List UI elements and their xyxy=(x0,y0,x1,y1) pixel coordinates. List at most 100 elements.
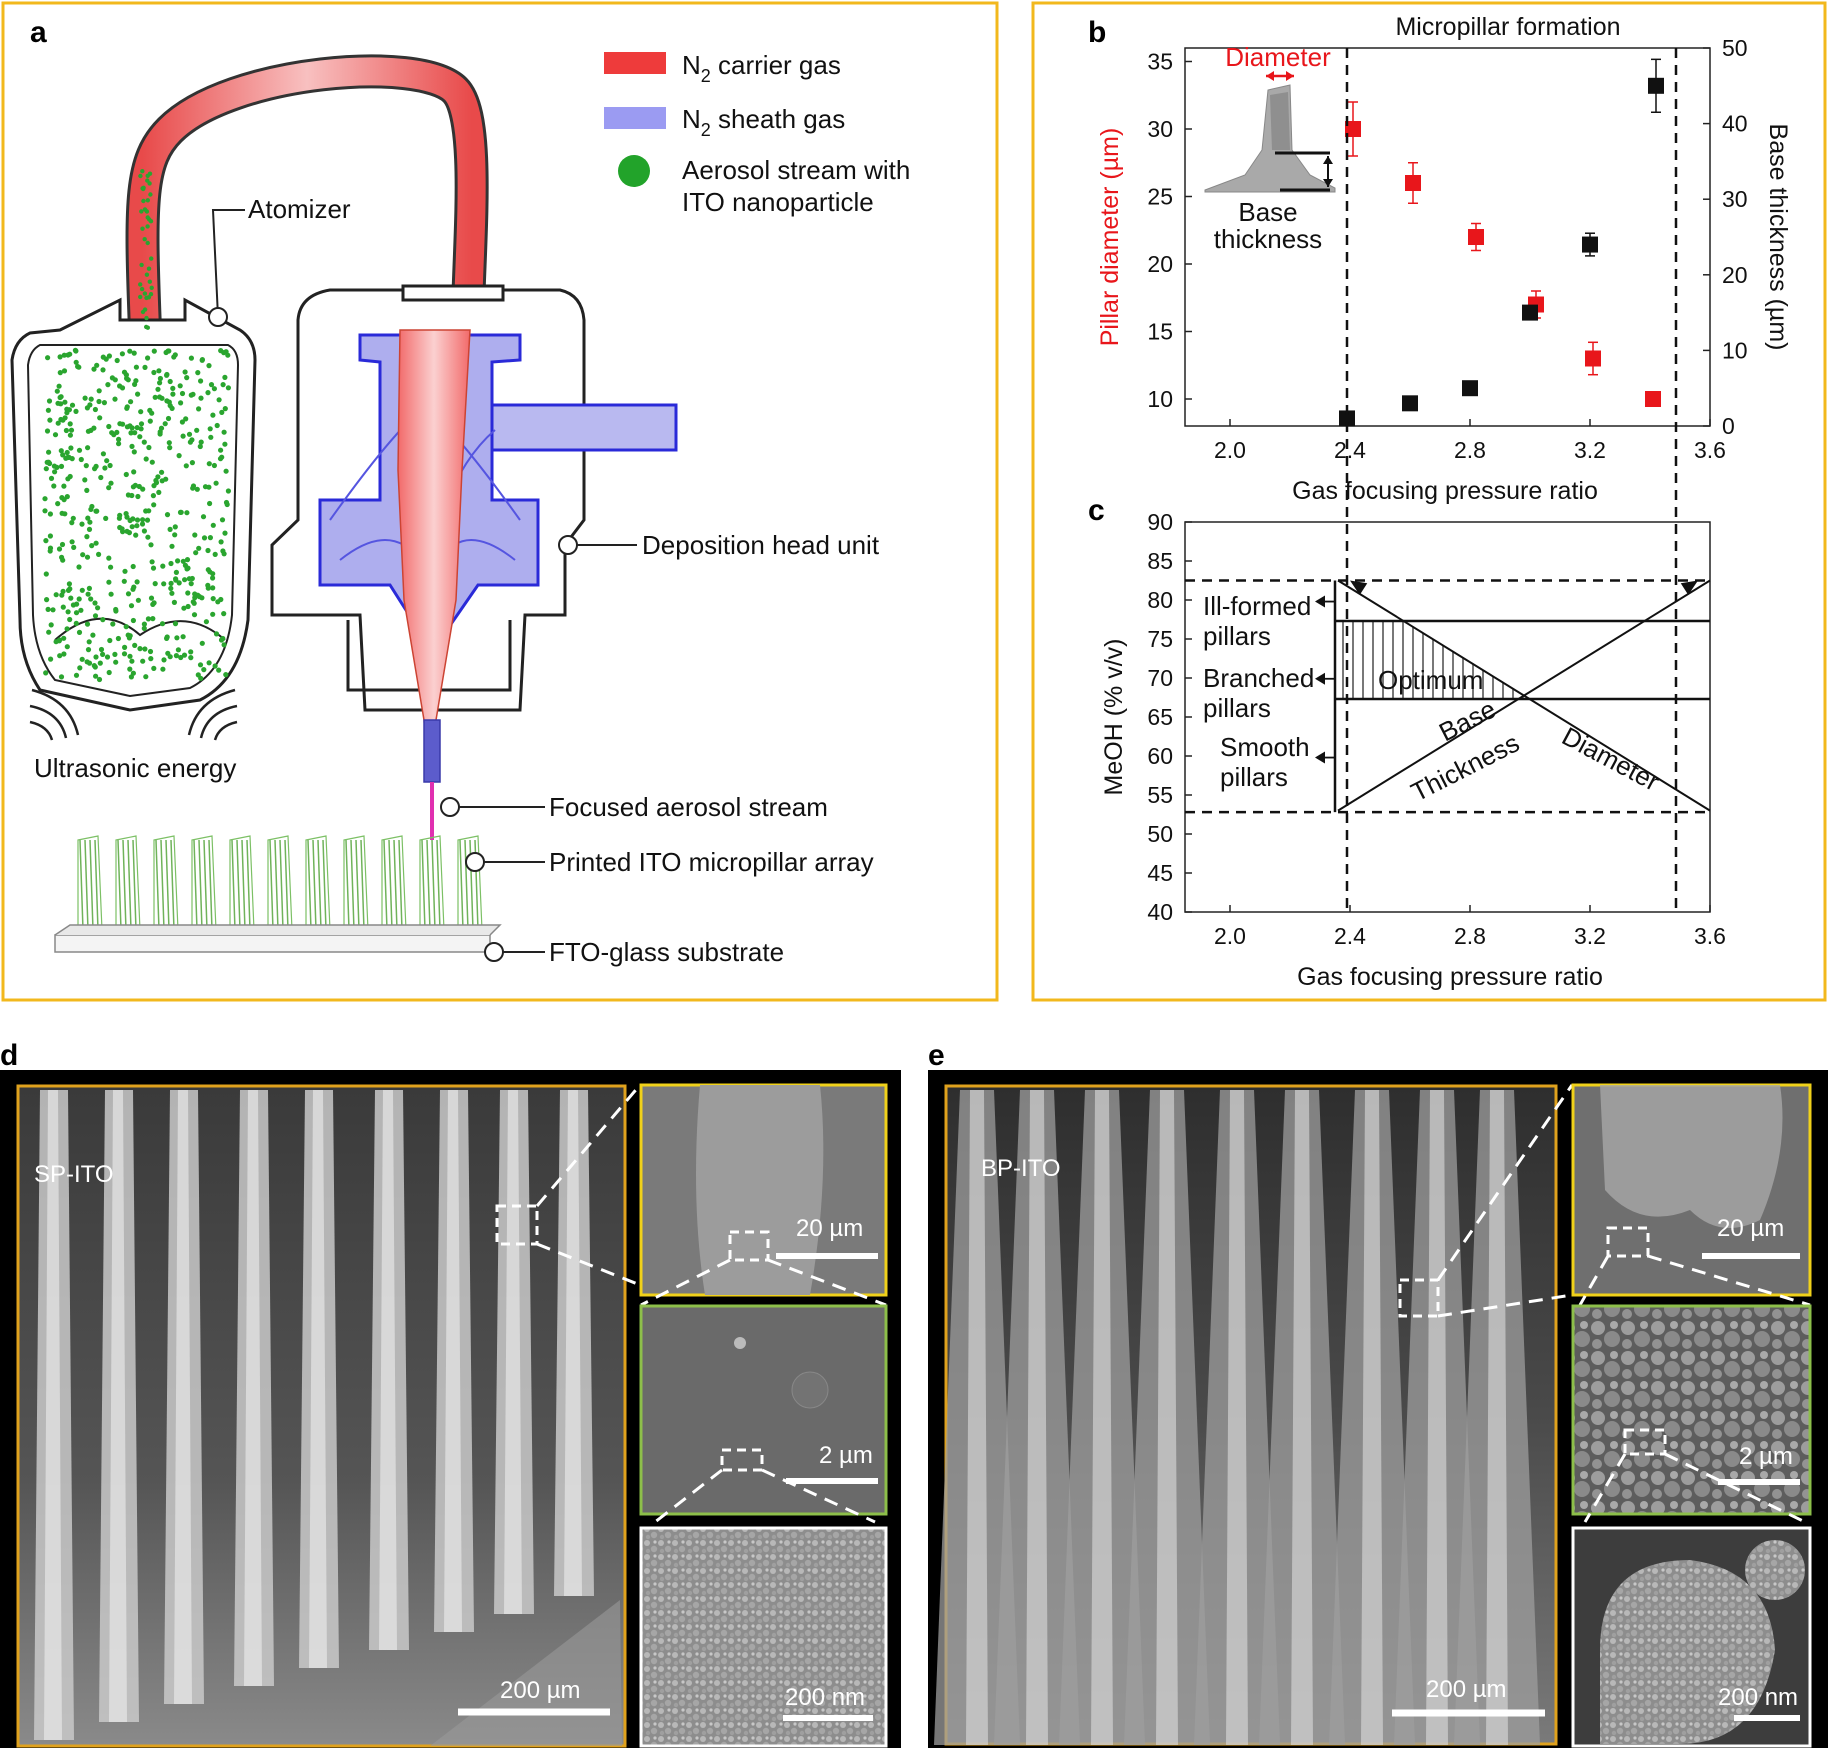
micropillar xyxy=(165,839,170,931)
aerosol-dot xyxy=(216,397,222,403)
c-arrowhead xyxy=(1315,672,1325,685)
aerosol-dot xyxy=(59,495,65,501)
aerosol-dot xyxy=(73,620,79,627)
panel-b-letter: b xyxy=(1088,16,1106,49)
aerosol-dot xyxy=(102,465,108,471)
aerosol-dot xyxy=(46,459,52,465)
aerosol-dot xyxy=(182,577,188,583)
aerosol-dot xyxy=(190,485,196,491)
aerosol-dot xyxy=(145,240,150,246)
aerosol-dot xyxy=(76,596,82,602)
micropillar xyxy=(464,839,469,931)
micropillar xyxy=(160,839,165,931)
aerosol-dot xyxy=(143,456,149,462)
aerosol-dot xyxy=(114,357,120,364)
c-y-tick-label: 75 xyxy=(1147,626,1173,652)
aerosol-dot xyxy=(132,642,138,649)
micropillar xyxy=(117,839,122,931)
aerosol-dot xyxy=(100,367,106,373)
micropillar xyxy=(274,839,279,931)
aerosol-dot xyxy=(191,600,197,606)
aerosol-dot xyxy=(51,483,57,489)
aerosol-dot xyxy=(96,676,103,683)
aerosol-dot xyxy=(70,515,76,521)
aerosol-dot xyxy=(121,578,127,584)
aerosol-dot xyxy=(108,591,114,597)
aerosol-dot xyxy=(79,521,85,527)
aerosol-dot xyxy=(141,198,146,204)
aerosol-dot xyxy=(87,519,93,525)
micropillar xyxy=(284,839,289,931)
aerosol-dot xyxy=(168,560,174,567)
carrier-tube xyxy=(128,57,486,344)
aerosol-dot xyxy=(185,603,191,610)
c-x-tick-label: 3.6 xyxy=(1694,923,1726,949)
aerosol-dot xyxy=(145,198,150,203)
chart-b-y-ticks: 10 15 20 25 30 35 xyxy=(1147,49,1192,412)
aerosol-dot xyxy=(164,635,170,642)
panel-e-scale-label: 200 µm xyxy=(1426,1676,1507,1703)
panel-d-pillars xyxy=(34,1090,622,1746)
aerosol-dot xyxy=(124,375,130,381)
aerosol-dot xyxy=(142,237,147,242)
aerosol-dot xyxy=(218,637,225,643)
aerosol-dot xyxy=(133,532,139,538)
aerosol-dot xyxy=(207,535,213,541)
aerosol-dot xyxy=(134,523,140,529)
aerosol-dot xyxy=(185,590,191,596)
aerosol-dot xyxy=(188,649,194,655)
aerosol-dot xyxy=(142,364,148,370)
aerosol-dot xyxy=(156,368,162,374)
c-y-tick-label: 40 xyxy=(1147,899,1173,925)
aerosol-dot xyxy=(88,596,94,602)
aerosol-dot xyxy=(141,625,147,632)
aerosol-dot xyxy=(221,642,227,648)
aerosol-dot xyxy=(128,399,134,405)
sem-pillar-highlight xyxy=(1226,1090,1248,1745)
aerosol-dot xyxy=(210,575,216,581)
aerosol-dot xyxy=(142,207,148,212)
aerosol-dot xyxy=(78,607,84,613)
aerosol-dot xyxy=(120,421,126,427)
sem-pillar-highlight xyxy=(244,1090,262,1686)
atomizer-label: Atomizer xyxy=(248,194,351,224)
aerosol-dot xyxy=(142,646,148,652)
aerosol-dot xyxy=(54,388,60,394)
aerosol-dot xyxy=(211,386,217,392)
aerosol-dot xyxy=(106,423,112,430)
aerosol-dot xyxy=(108,564,114,570)
aerosol-dot xyxy=(184,375,190,381)
aerosol-dot xyxy=(146,266,152,271)
aerosol-dot xyxy=(151,600,157,606)
aerosol-dot xyxy=(100,451,106,457)
aerosol-dot xyxy=(53,639,59,645)
aerosol-dot xyxy=(151,348,157,354)
c-y-tick-label: 65 xyxy=(1147,704,1173,730)
micropillar xyxy=(322,839,327,931)
sem-pillar-highlight xyxy=(1091,1090,1113,1745)
aerosol-dot xyxy=(61,651,67,657)
c-x-tick-label: 3.2 xyxy=(1574,923,1606,949)
aerosol-dot xyxy=(84,659,90,665)
substrate-top xyxy=(54,924,502,936)
b-y2-tick-label: 40 xyxy=(1722,111,1748,137)
panel-c-letter: c xyxy=(1088,494,1105,527)
aerosol-dot xyxy=(202,484,209,490)
aerosol-dot xyxy=(68,427,75,433)
aerosol-dot xyxy=(149,559,155,565)
aerosol-dot xyxy=(84,534,90,540)
deposition-label: Deposition head unit xyxy=(642,530,880,560)
aerosol-dot xyxy=(122,568,128,574)
inset-base-label2: thickness xyxy=(1214,224,1322,254)
legend-carrier-label: N2 carrier gas xyxy=(682,50,841,86)
aerosol-dot xyxy=(197,443,203,450)
aerosol-dot xyxy=(106,669,112,676)
aerosol-dot xyxy=(60,604,66,610)
aerosol-dot xyxy=(82,395,88,401)
c-y-tick-label: 80 xyxy=(1147,587,1173,613)
legend-aerosol-line2: ITO nanoparticle xyxy=(682,187,874,217)
micropillar xyxy=(345,839,350,931)
aerosol-dot xyxy=(67,473,73,480)
sem-pillar-highlight xyxy=(1291,1090,1313,1745)
aerosol-dot xyxy=(106,579,112,585)
